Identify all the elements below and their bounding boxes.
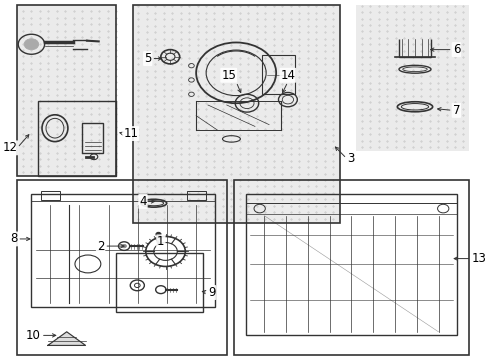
Text: 12: 12 — [2, 141, 17, 154]
Text: 6: 6 — [453, 43, 460, 56]
Circle shape — [24, 39, 39, 50]
Text: 10: 10 — [26, 329, 41, 342]
Bar — [116, 253, 203, 312]
Bar — [187, 191, 205, 200]
Text: 5: 5 — [144, 52, 151, 65]
Circle shape — [122, 244, 126, 248]
Text: 1: 1 — [157, 235, 165, 248]
Bar — [17, 180, 227, 355]
Polygon shape — [48, 332, 86, 345]
Text: 11: 11 — [123, 127, 138, 140]
Bar — [245, 194, 457, 336]
Text: 4: 4 — [139, 195, 147, 208]
Text: 15: 15 — [221, 69, 236, 82]
Bar — [133, 5, 340, 223]
Text: 7: 7 — [453, 104, 460, 117]
Bar — [39, 102, 116, 176]
Text: 13: 13 — [471, 252, 487, 265]
Text: 2: 2 — [97, 240, 104, 253]
Bar — [234, 180, 469, 355]
Text: 3: 3 — [347, 152, 354, 165]
Bar — [31, 194, 215, 307]
Bar — [82, 123, 103, 153]
Bar — [262, 55, 295, 94]
Text: 9: 9 — [208, 286, 216, 299]
Bar — [356, 5, 469, 152]
Circle shape — [156, 233, 161, 236]
Bar — [133, 5, 340, 223]
Text: 8: 8 — [10, 233, 17, 246]
Bar — [17, 5, 116, 176]
Text: 14: 14 — [280, 69, 295, 82]
Bar — [17, 5, 116, 176]
Bar — [41, 191, 60, 200]
